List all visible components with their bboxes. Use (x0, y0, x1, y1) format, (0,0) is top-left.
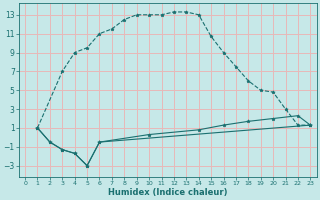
X-axis label: Humidex (Indice chaleur): Humidex (Indice chaleur) (108, 188, 228, 197)
